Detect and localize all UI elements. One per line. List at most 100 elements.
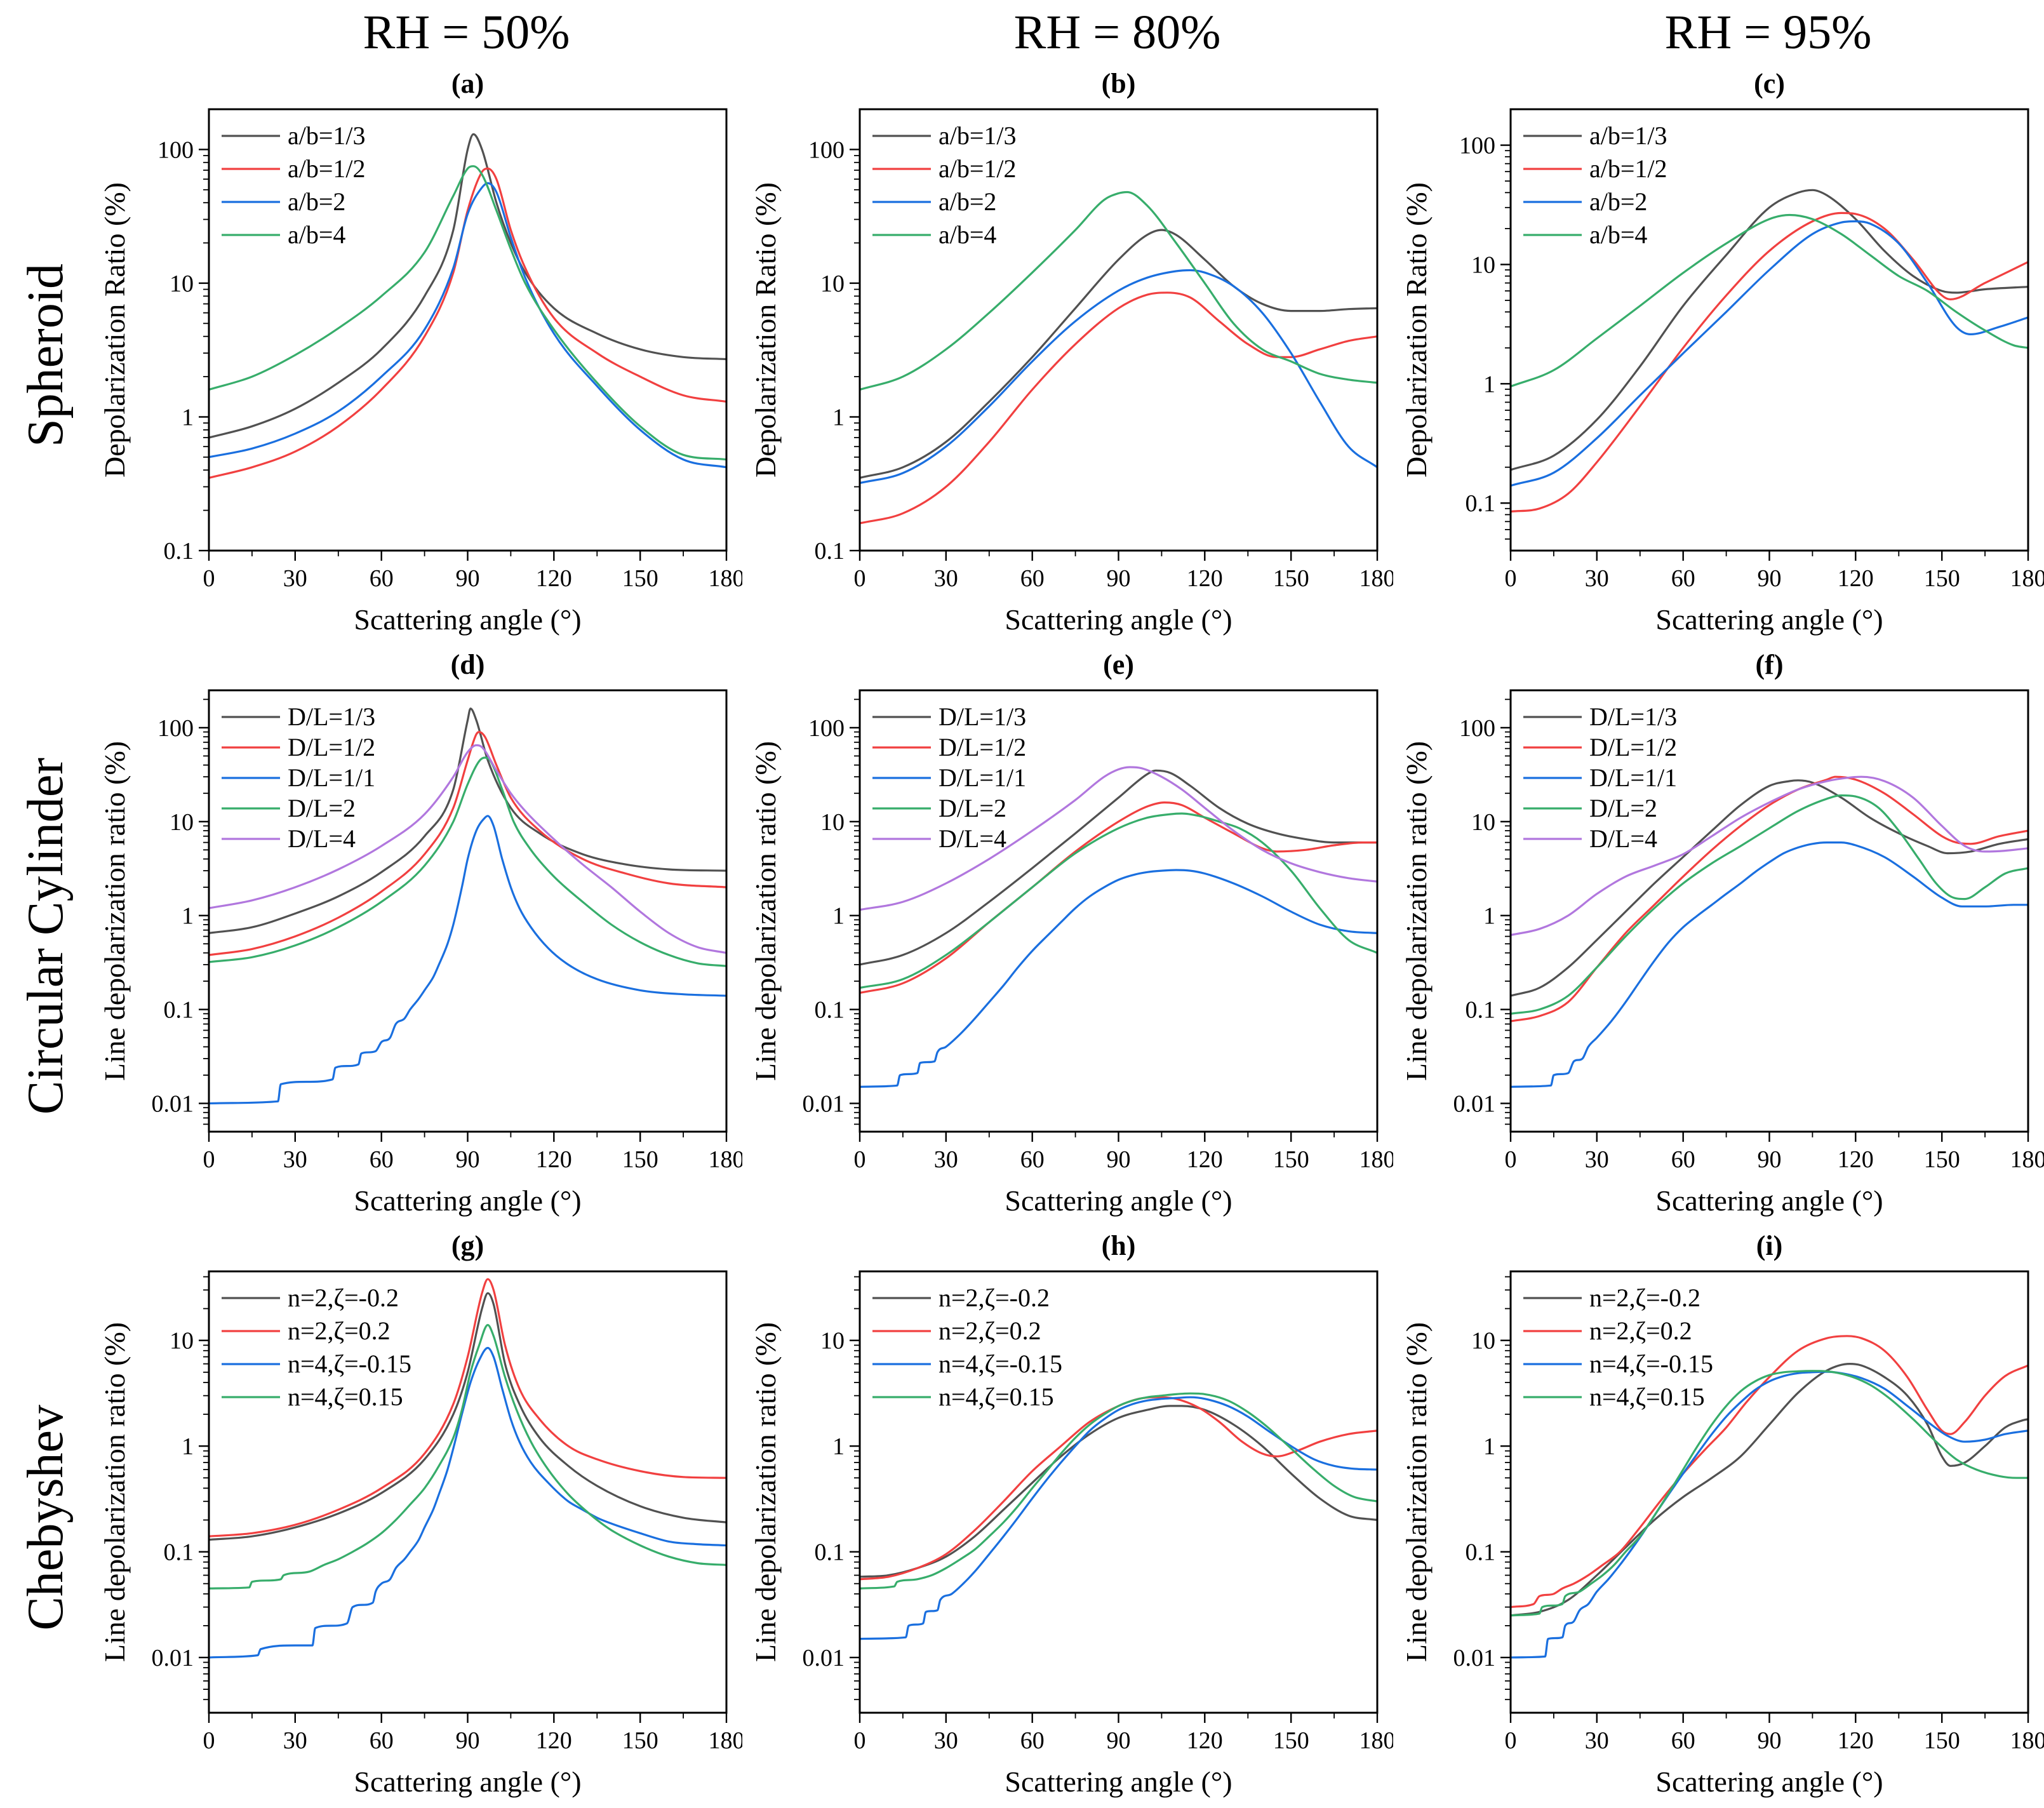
x-tick-label: 0	[854, 565, 866, 592]
panel-tag: (b)	[1102, 68, 1136, 99]
legend-label: n=2,ζ=0.2	[1589, 1316, 1692, 1345]
chart-f: (f) 0 30 60 90 120 150 180 0.01 0.1 1 10 100 Scatteri…	[1400, 649, 2044, 1217]
x-tick-label: 120	[1187, 1727, 1223, 1754]
x-tick-label: 90	[1107, 565, 1131, 592]
chart-e: (e) 0 30 60 90 120 150 180 0.01 0.1 1 10 100 Scatteri…	[749, 649, 1393, 1217]
series-line-n=4,ζ=0.15	[1511, 1370, 2027, 1617]
plot-frame	[858, 689, 1379, 1133]
legend-label: D/L=1/2	[1589, 733, 1677, 761]
x-axis-label: Scattering angle (°)	[1655, 1765, 1883, 1798]
legend-label: D/L=1/3	[288, 702, 375, 731]
series-line-D/L=1/1	[860, 869, 1377, 1088]
panel-tag: (d)	[451, 649, 485, 680]
series-line-D/L=1/2	[210, 731, 726, 956]
legend-label: n=2,ζ=0.2	[939, 1316, 1041, 1345]
legend-label: n=4,ζ=0.15	[939, 1383, 1054, 1411]
legend-label: D/L=1/2	[288, 733, 375, 761]
series-line-D/L=2	[210, 756, 726, 967]
y-tick-label: 0.1	[164, 997, 194, 1024]
y-axis-label: Line depolarization ratio (%)	[1400, 1322, 1433, 1662]
x-tick-label: 150	[1924, 1146, 1960, 1173]
chart-g: (g) 0 30 60 90 120 150 180 0.01 0.1 1 10 Scattering …	[98, 1230, 743, 1798]
series-line-a/b=2	[860, 269, 1377, 484]
series-line-D/L=2	[1511, 794, 2027, 1015]
x-axis-label: Scattering angle (°)	[1005, 1765, 1232, 1798]
series-line-a/b=2	[1511, 220, 2027, 487]
panel-tag: (f)	[1756, 649, 1784, 680]
x-tick-label: 30	[934, 1146, 958, 1173]
x-tick-label: 90	[456, 565, 480, 592]
y-tick-label: 0.01	[1453, 1645, 1496, 1671]
y-tick-label: 0.01	[1453, 1091, 1496, 1118]
x-tick-label: 90	[456, 1727, 480, 1754]
panel-tag: (i)	[1756, 1230, 1783, 1261]
series-line-D/L=2	[860, 812, 1377, 989]
y-tick-label: 0.1	[1466, 490, 1496, 517]
y-tick-label: 100	[157, 137, 194, 163]
x-tick-label: 150	[1273, 1727, 1309, 1754]
y-tick-label: 1	[182, 405, 194, 431]
panel-tag: (e)	[1103, 649, 1134, 680]
y-tick-label: 100	[1459, 133, 1495, 159]
y-tick-label: 0.1	[164, 538, 194, 565]
x-tick-label: 180	[709, 1146, 743, 1173]
y-axis-label: Line depolarization ratio (%)	[98, 741, 131, 1081]
x-tick-label: 60	[370, 565, 394, 592]
x-tick-label: 120	[536, 1727, 572, 1754]
legend-label: a/b=2	[939, 187, 996, 216]
x-tick-label: 90	[1107, 1146, 1131, 1173]
series-line-D/L=4	[210, 744, 726, 954]
x-tick-label: 120	[1187, 1146, 1223, 1173]
x-tick-label: 120	[1187, 565, 1223, 592]
chart-i: (i) 0 30 60 90 120 150 180 0.01 0.1 1 10 Scattering …	[1400, 1230, 2044, 1798]
legend-label: D/L=1/1	[939, 763, 1026, 792]
x-tick-label: 90	[1758, 1727, 1782, 1754]
row-label-chebyshev: Chebyshev	[17, 1404, 74, 1631]
column-title-rh-50: RH = 50%	[91, 0, 742, 65]
legend-label: D/L=1/2	[939, 733, 1026, 761]
y-axis-label: Depolarization Ratio (%)	[98, 182, 131, 478]
x-tick-label: 150	[622, 565, 658, 592]
legend-label: a/b=1/3	[288, 121, 366, 150]
panel-tag: (h)	[1102, 1230, 1136, 1261]
y-tick-label: 10	[170, 271, 194, 297]
series-line-D/L=1/3	[860, 769, 1377, 966]
series-line-D/L=1/2	[860, 801, 1377, 994]
row-label-spheroid: Spheroid	[17, 264, 74, 447]
column-title-text: RH = 50%	[363, 5, 570, 59]
series-line-D/L=1/1	[210, 815, 726, 1105]
series-line-n=2,ζ=0.2	[210, 1278, 726, 1537]
x-tick-label: 90	[1758, 1146, 1782, 1173]
panel-h: (h) 0 30 60 90 120 150 180 0.01 0.1 1 10 Scattering …	[742, 1227, 1393, 1808]
x-tick-label: 180	[709, 1727, 743, 1754]
series-line-a/b=1/2	[1511, 211, 2027, 512]
x-tick-label: 150	[1273, 1146, 1309, 1173]
series-line-a/b=4	[1511, 213, 2027, 387]
x-tick-label: 0	[203, 1727, 215, 1754]
y-tick-label: 1	[832, 903, 845, 930]
legend-label: n=4,ζ=0.15	[288, 1383, 403, 1411]
x-tick-label: 180	[1359, 565, 1394, 592]
x-tick-label: 180	[2010, 1727, 2044, 1754]
legend-label: D/L=4	[1589, 824, 1657, 853]
series-line-a/b=2	[210, 182, 726, 469]
y-tick-label: 100	[157, 715, 194, 742]
series-line-D/L=4	[860, 766, 1377, 911]
panel-e: (e) 0 30 60 90 120 150 180 0.01 0.1 1 10 100 Scatteri…	[742, 646, 1393, 1227]
panel-a: (a) 0 30 60 90 120 150 180 0.1 1 10 100 Scattering a…	[91, 65, 742, 646]
x-tick-label: 0	[203, 1146, 215, 1173]
x-tick-label: 60	[370, 1727, 394, 1754]
x-tick-label: 30	[934, 1727, 958, 1754]
plot-frame	[1509, 108, 2029, 552]
legend-label: D/L=2	[1589, 794, 1657, 822]
x-tick-label: 60	[1020, 1727, 1045, 1754]
legend-label: D/L=1/1	[1589, 763, 1677, 792]
x-tick-label: 180	[709, 565, 743, 592]
y-tick-label: 0.01	[803, 1091, 845, 1118]
x-tick-label: 60	[1671, 1146, 1695, 1173]
legend-label: n=4,ζ=-0.15	[1589, 1349, 1713, 1378]
x-tick-label: 30	[283, 565, 307, 592]
series-line-D/L=1/3	[1511, 779, 2027, 997]
legend-label: a/b=1/3	[1589, 121, 1667, 150]
